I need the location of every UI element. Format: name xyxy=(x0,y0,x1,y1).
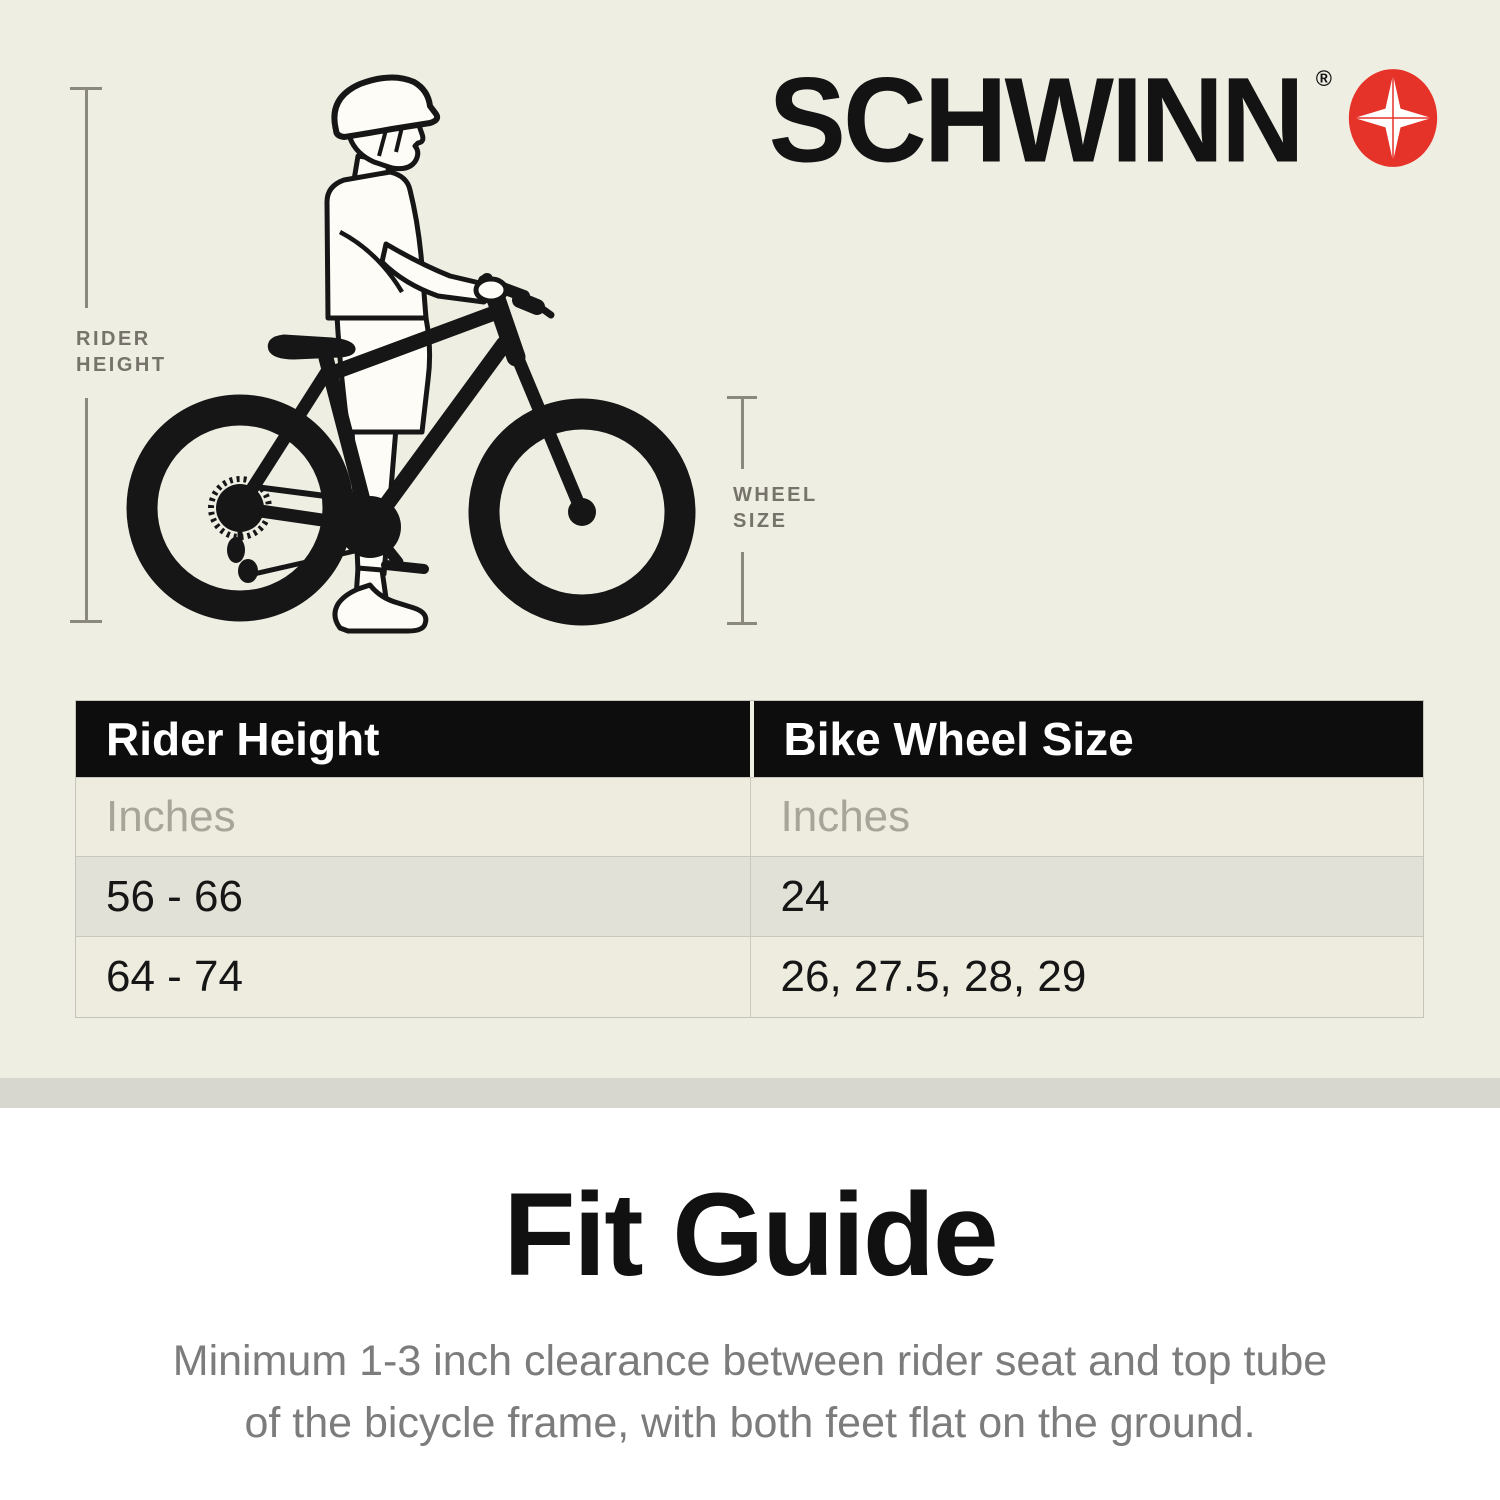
bottom-section: Fit Guide Minimum 1-3 inch clearance bet… xyxy=(0,1108,1500,1500)
head-tube xyxy=(484,283,526,367)
wheel-size-value: 24 xyxy=(749,857,1424,936)
bracket-segment-lower xyxy=(741,552,744,624)
bracket-segment-upper xyxy=(85,88,88,308)
top-section: SCHWINN ® RIDER HEIGHT WHEEL xyxy=(0,0,1500,1078)
seatpost xyxy=(321,345,335,373)
fit-table: Rider Height Bike Wheel Size Inches Inch… xyxy=(75,700,1424,1018)
units-cell: Inches xyxy=(106,792,236,841)
bracket-segment-lower xyxy=(85,398,88,622)
rider-and-bike-illustration xyxy=(126,74,696,634)
units-cell: Inches xyxy=(749,778,1424,856)
registered-trademark-symbol: ® xyxy=(1315,66,1332,91)
brand-logo: SCHWINN ® xyxy=(768,52,1440,188)
fit-description-line: of the bicycle frame, with both feet fla… xyxy=(244,1399,1256,1448)
bracket-segment-upper xyxy=(741,397,744,469)
bike-wheels xyxy=(126,394,696,626)
brake-lever xyxy=(533,301,555,319)
helmet-strap xyxy=(377,126,404,157)
page-title: Fit Guide xyxy=(503,1169,998,1301)
column-header-bike-wheel-size: Bike Wheel Size xyxy=(749,701,1424,777)
column-header-rider-height: Rider Height xyxy=(106,713,380,765)
table-row: 56 - 66 24 xyxy=(76,856,1423,936)
saddle xyxy=(267,334,356,360)
schwinn-star-badge-icon xyxy=(1348,69,1438,167)
rider-helmet xyxy=(331,74,441,140)
table-row: 64 - 74 26, 27.5, 28, 29 xyxy=(76,936,1423,1017)
rider-height-value: 64 - 74 xyxy=(106,952,243,1001)
rider-hand xyxy=(473,276,509,304)
divider-band xyxy=(0,1078,1500,1108)
table-header-row: Rider Height Bike Wheel Size xyxy=(76,701,1423,777)
wheel-size-value: 26, 27.5, 28, 29 xyxy=(749,937,1424,1017)
crank-arm xyxy=(364,521,404,568)
bracket-cap-bottom xyxy=(70,620,102,623)
rider-height-label: RIDER HEIGHT xyxy=(76,328,167,376)
rider-height-value: 56 - 66 xyxy=(106,871,243,921)
fit-description: Minimum 1-3 inch clearance between rider… xyxy=(100,1330,1400,1455)
rider-foot-and-hand xyxy=(332,276,509,634)
wheel-size-label: WHEEL SIZE xyxy=(733,484,818,532)
rider-torso xyxy=(324,169,429,321)
fit-description-line: Minimum 1-3 inch clearance between rider… xyxy=(172,1337,1328,1385)
rider-upper-body xyxy=(324,74,487,321)
bracket-cap-bottom xyxy=(727,622,757,625)
sleeve-seam xyxy=(338,230,404,294)
table-units-row: Inches Inches xyxy=(76,777,1423,856)
pedal xyxy=(381,560,429,574)
front-fork xyxy=(509,347,589,519)
brand-wordmark: SCHWINN xyxy=(768,52,1305,188)
rider-shoe xyxy=(332,582,429,634)
